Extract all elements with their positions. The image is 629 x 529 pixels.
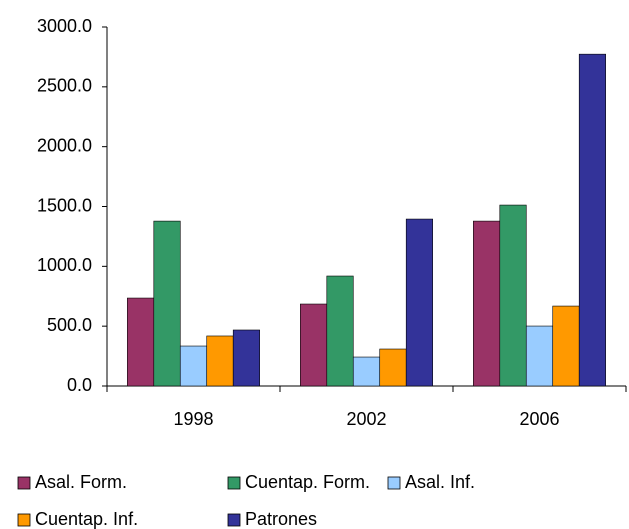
legend-swatch xyxy=(387,476,401,490)
y-tick-label: 1500.0 xyxy=(37,195,92,215)
bar xyxy=(352,356,381,387)
bar xyxy=(405,218,433,387)
bar xyxy=(473,220,501,387)
bar xyxy=(578,53,606,387)
x-tick-label: 2006 xyxy=(519,409,559,429)
legend-label: Asal. Form. xyxy=(35,472,127,492)
legend-swatch xyxy=(17,476,31,490)
y-tick-label: 2000.0 xyxy=(37,135,92,155)
bar xyxy=(326,275,354,387)
x-tick-label: 2002 xyxy=(346,409,386,429)
x-tick-label: 1998 xyxy=(173,409,213,429)
legend-label: Cuentap. Form. xyxy=(245,472,370,492)
legend-label: Asal. Inf. xyxy=(405,472,475,492)
bar xyxy=(499,204,527,387)
bar xyxy=(206,335,234,387)
bar xyxy=(153,220,181,387)
y-tick-label: 0.0 xyxy=(67,375,92,395)
y-tick-label: 2500.0 xyxy=(37,76,92,96)
bar xyxy=(525,325,554,387)
legend-label: Patrones xyxy=(245,509,317,529)
bar xyxy=(179,345,208,387)
y-tick-label: 1000.0 xyxy=(37,255,92,275)
legend-swatch xyxy=(17,513,31,527)
bar xyxy=(379,348,407,387)
bar xyxy=(552,305,580,387)
bar xyxy=(300,303,328,387)
bar xyxy=(232,329,260,387)
y-tick-label: 500.0 xyxy=(47,315,92,335)
bar xyxy=(127,297,155,387)
legend-swatch xyxy=(227,476,241,490)
legend-swatch xyxy=(227,513,241,527)
y-tick-label: 3000.0 xyxy=(37,16,92,36)
legend-label: Cuentap. Inf. xyxy=(35,509,138,529)
